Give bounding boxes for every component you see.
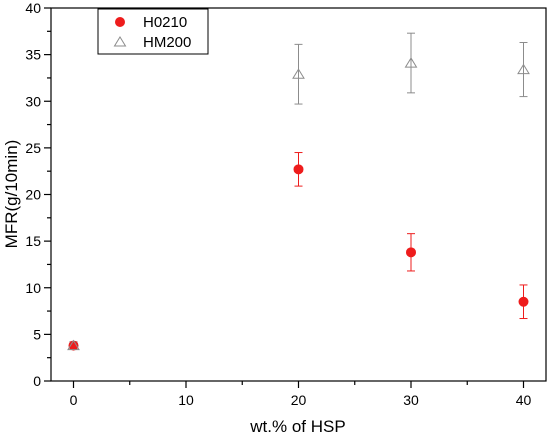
- x-tick-label: 30: [403, 392, 419, 408]
- x-tick-label: 40: [516, 392, 532, 408]
- error-bar-hm200: [519, 42, 528, 98]
- error-bars: [69, 32, 528, 350]
- point-hm200: [292, 68, 305, 79]
- point-hm200: [517, 63, 530, 75]
- y-tick-label: 25: [25, 140, 41, 156]
- legend-marker-hm200: [113, 36, 127, 47]
- y-tick-label: 10: [25, 280, 41, 296]
- error-bar-hm200: [407, 32, 415, 94]
- point-h0210: [518, 296, 529, 307]
- data-markers: [67, 57, 530, 351]
- y-axis-title: MFR(g/10min): [2, 140, 21, 249]
- point-hm200: [67, 339, 80, 351]
- x-tick-label: 20: [291, 392, 307, 408]
- y-tick-label: 30: [25, 93, 41, 109]
- legend-label-hm200: HM200: [143, 34, 191, 51]
- error-bar-hm200: [294, 43, 303, 105]
- point-hm200: [404, 57, 418, 68]
- y-tick-label: 20: [25, 187, 41, 203]
- y-tick-label: 35: [25, 47, 41, 63]
- y-tick-label: 5: [33, 326, 41, 342]
- point-h0210: [406, 247, 416, 258]
- legend-label-h0210: H0210: [143, 14, 187, 31]
- y-tick-label: 40: [25, 0, 41, 16]
- y-tick-label: 0: [33, 373, 41, 389]
- point-h0210: [293, 164, 304, 175]
- legend: H0210 HM200: [97, 8, 209, 55]
- x-tick-label: 0: [70, 392, 78, 408]
- point-h0210: [68, 340, 79, 351]
- x-axis-title: wt.% of HSP: [249, 417, 345, 436]
- x-tick-label: 10: [178, 392, 194, 408]
- y-tick-label: 15: [25, 233, 41, 249]
- y-axis-ticks: 0 5 10 15 20 25 30 35 40: [25, 0, 51, 389]
- legend-marker-h0210: [115, 17, 125, 27]
- x-axis-ticks: 0 10 20 30 40: [70, 381, 532, 408]
